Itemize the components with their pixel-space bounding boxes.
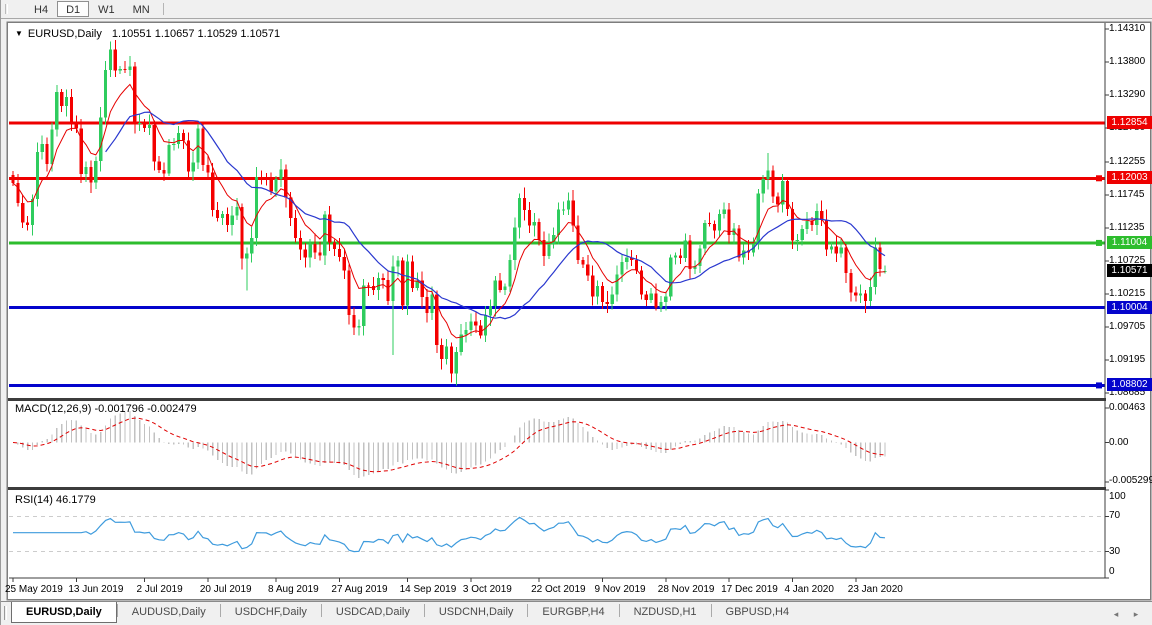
macd-signal-line <box>12 417 886 473</box>
tab-eurgbp-h4[interactable]: EURGBP,H4 <box>542 606 605 618</box>
time-axis-label: 25 May 2019 <box>5 584 63 595</box>
rsi-levels <box>9 515 1105 553</box>
chart-header: ▼ EURUSD,Daily 1.10551 1.10657 1.10529 1.1… <box>15 28 280 40</box>
toolbar-grip[interactable] <box>5 4 8 14</box>
timeframe-toolbar: H4 D1 W1 MN <box>1 0 1152 19</box>
tab-separator <box>710 604 712 618</box>
chart-tabs: EURUSD,Daily AUDUSD,Daily USDCHF,Daily USDC… <box>11 602 803 625</box>
price-axis-label: 1.13290 <box>1109 89 1146 100</box>
timeframe-button-d1[interactable]: D1 <box>57 1 90 17</box>
time-axis-label: 4 Jan 2020 <box>784 584 834 595</box>
time-axis-label: 23 Jan 2020 <box>847 584 903 595</box>
time-axis-label: 9 Nov 2019 <box>594 584 646 595</box>
hline-price-tag[interactable]: 1.08802 <box>1107 378 1152 392</box>
tab-separator <box>618 604 620 618</box>
chart-tab-bar: EURUSD,Daily AUDUSD,Daily USDCHF,Daily USDC… <box>1 601 1152 625</box>
time-axis-label: 2 Jul 2019 <box>136 584 183 595</box>
rsi-axis-label: 70 <box>1109 510 1121 522</box>
current-price-tag: 1.10571 <box>1107 263 1152 277</box>
tab-separator <box>527 604 529 618</box>
price-axis-label: 1.13800 <box>1109 56 1146 67</box>
tab-usdcnh-daily[interactable]: USDCNH,Daily <box>438 606 514 618</box>
tab-usdcad-daily[interactable]: USDCAD,Daily <box>335 606 410 618</box>
price-axis-label: 1.08685 <box>1109 386 1146 398</box>
time-axis-label: 13 Jun 2019 <box>68 584 124 595</box>
tab-separator <box>320 604 322 618</box>
timeframe-button-mn[interactable]: MN <box>132 4 150 16</box>
hline-price-tag[interactable]: 1.10004 <box>1107 300 1152 314</box>
macd-axis-label: 0.00463 <box>1109 402 1146 413</box>
macd-axis-label: 0.00 <box>1109 436 1129 448</box>
axis-ticks <box>12 28 1109 582</box>
hline-price-tag[interactable]: 1.11004 <box>1107 235 1152 249</box>
time-axis-label: 17 Dec 2019 <box>721 584 778 595</box>
price-axis-label: 1.10215 <box>1109 287 1146 299</box>
chart-ohlc-values: 1.10551 1.10657 1.10529 1.10571 <box>111 28 281 40</box>
rsi-label: RSI(14) 46.1779 <box>15 494 96 506</box>
timeframe-buttons: H4 D1 W1 MN <box>25 0 168 18</box>
tab-separator <box>423 604 425 618</box>
timeframe-button-h4[interactable]: H4 <box>34 4 49 16</box>
time-axis-label: 3 Oct 2019 <box>462 584 512 595</box>
horizontal-lines <box>9 121 1105 387</box>
tab-scroll-left-icon[interactable]: ◂ <box>1113 609 1119 619</box>
chart-symbol-label: EURUSD,Daily <box>27 28 102 40</box>
rsi-axis-label: 100 <box>1109 491 1126 502</box>
timeframe-button-w1[interactable]: W1 <box>98 4 115 16</box>
rsi-line <box>13 516 886 553</box>
ma-slow-line <box>105 111 886 320</box>
time-axis-label: 20 Jul 2019 <box>199 584 252 595</box>
time-axis-label: 8 Aug 2019 <box>268 584 319 595</box>
tab-gbpusd-h4[interactable]: GBPUSD,H4 <box>725 606 790 618</box>
tab-scroll-right-icon[interactable]: ▸ <box>1133 609 1139 619</box>
macd-label: MACD(12,26,9) -0.001796 -0.002479 <box>15 403 197 415</box>
chart-menu-arrow-icon[interactable]: ▼ <box>15 29 23 38</box>
tab-nzdusd-h1[interactable]: NZDUSD,H1 <box>633 606 697 618</box>
tab-separator <box>219 604 221 618</box>
price-axis-label: 1.09195 <box>1109 353 1146 365</box>
price-axis-label: 1.11745 <box>1109 188 1145 200</box>
price-axis-label: 1.12255 <box>1109 155 1146 167</box>
time-axis-label: 28 Nov 2019 <box>657 584 715 595</box>
price-axis-label: 1.11235 <box>1109 221 1145 233</box>
price-axis-label: 1.10725 <box>1109 254 1146 266</box>
candles <box>11 39 887 386</box>
time-axis-label: 27 Aug 2019 <box>331 584 388 595</box>
price-axis-label: 1.14310 <box>1109 23 1146 34</box>
tab-audusd-daily[interactable]: AUDUSD,Daily <box>131 606 206 618</box>
tab-separator <box>116 604 118 618</box>
toolbar-separator <box>162 2 164 15</box>
tab-eurusd-daily[interactable]: EURUSD,Daily <box>11 602 117 623</box>
rsi-axis-label: 30 <box>1109 545 1121 557</box>
tabbar-grip[interactable] <box>4 606 7 620</box>
hline-handles <box>1096 175 1102 389</box>
price-axis-label: 1.09705 <box>1109 320 1146 332</box>
hline-price-tag[interactable]: 1.12854 <box>1107 116 1152 130</box>
rsi-axis-label: 0 <box>1109 566 1115 577</box>
ma-fast-line <box>12 83 886 339</box>
hline-price-tag[interactable]: 1.12003 <box>1107 171 1152 185</box>
time-axis-label: 22 Oct 2019 <box>531 584 586 595</box>
macd-axis-label: -0.005299 <box>1109 475 1152 486</box>
time-axis-label: 14 Sep 2019 <box>399 584 457 595</box>
tab-usdchf-daily[interactable]: USDCHF,Daily <box>234 606 307 618</box>
